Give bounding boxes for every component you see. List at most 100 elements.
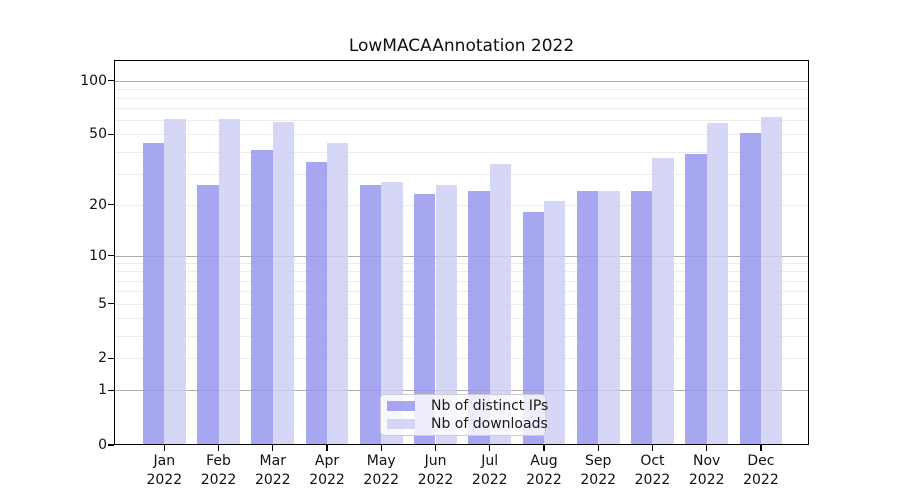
bar-dec-ips <box>739 132 761 445</box>
gridline-minor <box>114 108 809 110</box>
legend: Nb of distinct IPs Nb of downloads <box>380 394 548 436</box>
y-tick-label: 10 <box>89 247 107 264</box>
x-tick <box>489 445 491 451</box>
y-tick-label: 20 <box>89 196 107 213</box>
gridline-major <box>114 255 809 257</box>
x-tick-label-month: Dec <box>747 453 775 469</box>
bar-nov-ips <box>685 153 707 445</box>
x-tick-label-month: Mar <box>259 453 286 469</box>
x-tick-label: Feb 2022 <box>187 452 251 490</box>
y-tick <box>108 203 114 206</box>
x-tick-label-year: 2022 <box>471 472 508 488</box>
legend-swatch-downloads <box>387 419 415 429</box>
x-tick <box>272 445 274 451</box>
x-tick-label-month: Apr <box>314 453 340 469</box>
y-tick-label: 5 <box>98 295 107 312</box>
bar-feb-downloads <box>218 119 240 445</box>
x-tick-label-year: 2022 <box>634 472 671 488</box>
x-tick-label-month: Jun <box>424 453 447 469</box>
bar-oct-downloads <box>652 157 674 445</box>
gridline-minor <box>114 173 809 175</box>
bar-dec-downloads <box>760 116 783 445</box>
plot-area <box>114 60 809 445</box>
x-tick-label: Nov 2022 <box>675 452 739 490</box>
legend-label-downloads: Nb of downloads <box>431 416 548 432</box>
x-tick-label: Mar 2022 <box>241 452 305 490</box>
y-tick-label: 0 <box>98 437 107 453</box>
bar-jun-downloads <box>435 184 457 445</box>
grid-layer <box>114 60 809 445</box>
y-tick <box>108 357 114 359</box>
bar-mar-ips <box>251 149 273 445</box>
gridline-minor <box>114 358 809 360</box>
x-tick <box>597 445 599 451</box>
x-tick-label-year: 2022 <box>146 472 183 488</box>
bar-jan-ips <box>143 142 165 445</box>
gridline-minor <box>114 134 809 136</box>
x-tick-label: Apr 2022 <box>295 452 359 490</box>
gridline-major <box>114 390 809 392</box>
x-tick-label-year: 2022 <box>580 472 617 488</box>
y-tick <box>108 254 114 257</box>
gridline-minor <box>114 280 809 282</box>
x-tick-label: Jan 2022 <box>132 452 196 490</box>
x-tick-label: Aug 2022 <box>512 452 576 490</box>
x-tick <box>434 445 437 451</box>
legend-swatch-distinct-ips <box>387 401 415 411</box>
x-tick-label-year: 2022 <box>417 472 454 488</box>
bar-may-ips <box>359 184 382 445</box>
x-tick <box>380 445 382 451</box>
x-tick-label: Jun 2022 <box>404 452 468 490</box>
x-tick <box>543 445 545 451</box>
y-tick <box>108 444 114 446</box>
bar-sep-ips <box>576 190 599 445</box>
x-tick <box>217 445 220 451</box>
y-tick <box>108 302 114 305</box>
y-tick <box>108 389 114 391</box>
gridline-major <box>114 80 809 82</box>
x-tick-label-month: Jul <box>481 453 499 469</box>
x-tick-label-month: Feb <box>206 453 231 469</box>
gridline-minor <box>114 88 809 90</box>
legend-item-downloads: Nb of downloads <box>387 415 548 433</box>
x-tick <box>163 445 165 451</box>
bar-jul-ips <box>468 190 490 445</box>
gridline-minor <box>114 271 809 273</box>
legend-item-distinct-ips: Nb of distinct IPs <box>387 397 548 415</box>
y-tick-label: 2 <box>98 350 107 367</box>
x-tick-label: Jul 2022 <box>458 452 522 490</box>
legend-label-distinct-ips: Nb of distinct IPs <box>431 398 549 414</box>
bar-jul-downloads <box>489 164 512 445</box>
bar-jun-ips <box>414 194 436 445</box>
bar-sep-downloads <box>598 190 620 445</box>
bar-oct-ips <box>631 190 653 445</box>
x-tick-label: May 2022 <box>349 452 413 490</box>
x-tick-label-month: May <box>366 453 396 469</box>
bar-apr-downloads <box>327 142 349 445</box>
x-tick-label-year: 2022 <box>363 472 400 488</box>
gridline-minor <box>114 120 809 122</box>
bar-may-downloads <box>381 181 403 445</box>
gridline-minor <box>114 151 809 153</box>
x-tick-label-month: Sep <box>585 453 612 469</box>
bar-jan-downloads <box>164 119 186 445</box>
x-tick <box>651 445 654 451</box>
bar-aug-downloads <box>543 200 566 445</box>
x-tick <box>706 445 708 451</box>
y-tick <box>108 133 114 136</box>
y-tick-label: 1 <box>98 382 107 399</box>
x-tick-label-year: 2022 <box>200 472 237 488</box>
gridline-minor <box>114 263 809 265</box>
bar-nov-downloads <box>706 123 728 445</box>
x-tick-label: Sep 2022 <box>566 452 630 490</box>
x-tick-label-year: 2022 <box>743 472 779 488</box>
bar-aug-ips <box>522 212 544 445</box>
x-tick-label: Oct 2022 <box>620 452 684 490</box>
y-tick-label: 50 <box>89 126 107 143</box>
chart-title: LowMACAAnnotation 2022 <box>348 36 575 56</box>
bars-layer <box>114 60 809 445</box>
gridline-minor <box>114 317 809 319</box>
gridline-minor <box>114 303 809 305</box>
x-tick-label-month: Aug <box>530 453 558 469</box>
